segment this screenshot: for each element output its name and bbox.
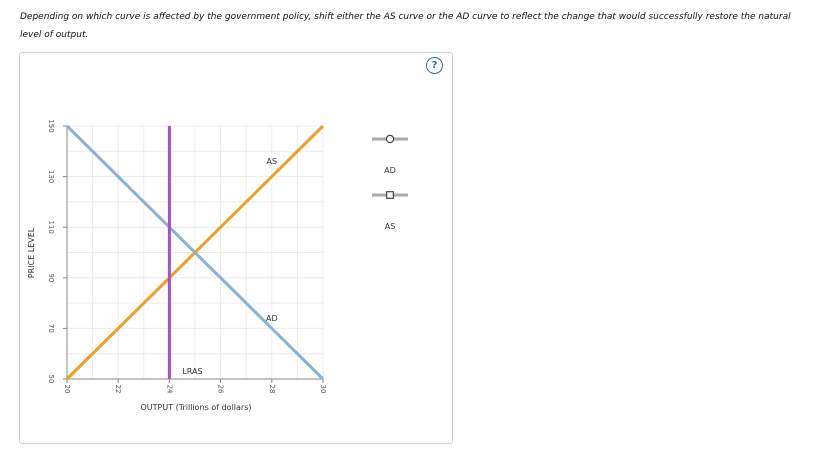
lras-curve-label: LRAS [182, 367, 202, 376]
y-tick-label: 150 [47, 119, 55, 132]
x-tick-label: 26 [217, 385, 225, 394]
legend-ad-label: AD [384, 166, 396, 175]
chart-ticks: 20 22 24 26 28 30 50 70 90 110 130 150 [47, 119, 327, 394]
ad-curve[interactable] [65, 124, 325, 381]
x-tick-label: 22 [114, 385, 122, 394]
x-tick-label: 28 [268, 385, 276, 394]
help-button[interactable]: ? [426, 57, 443, 74]
x-tick-label: 20 [63, 385, 71, 394]
chart-labels: OUTPUT (Trillions of dollars) PRICE LEVEL… [27, 157, 278, 412]
y-tick-label: 130 [47, 170, 55, 183]
legend: AD AS [372, 134, 408, 231]
x-axis-title: OUTPUT (Trillions of dollars) [141, 403, 252, 412]
ad-curve-label: AD [266, 314, 278, 323]
y-tick-label: 50 [47, 375, 55, 384]
as-curve-label: AS [267, 157, 278, 166]
legend-ad-circle-marker[interactable] [385, 134, 395, 144]
y-tick-label: 110 [47, 221, 55, 234]
instructions-text: Depending on which curve is affected by … [20, 12, 791, 40]
legend-as-label: AS [385, 222, 396, 231]
y-tick-label: 90 [47, 273, 55, 282]
y-axis-title: PRICE LEVEL [27, 227, 36, 278]
x-tick-label: 24 [165, 385, 173, 394]
y-tick-label: 70 [47, 324, 55, 333]
chart-curves [65, 124, 325, 381]
legend-as-square-marker[interactable] [386, 191, 394, 199]
chart-axes [66, 126, 323, 380]
x-tick-label: 30 [319, 385, 327, 394]
